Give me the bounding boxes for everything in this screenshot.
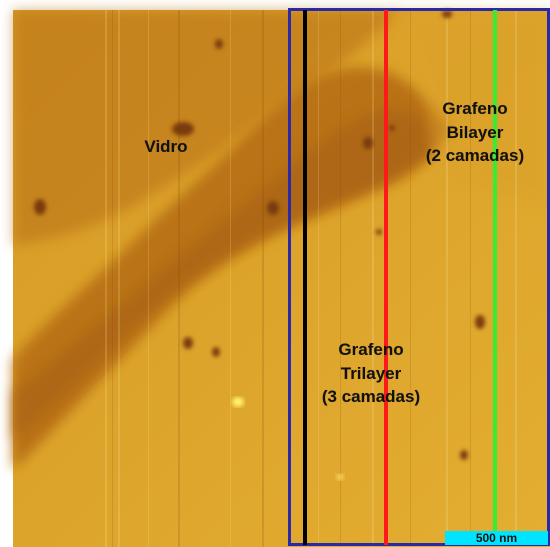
surface-particles bbox=[34, 10, 485, 460]
trilayer-label-line2: Trilayer bbox=[340, 363, 402, 383]
afm-image-area bbox=[13, 10, 550, 547]
glass-label-text: Vidro bbox=[144, 137, 188, 156]
bilayer-label-line2: Bilayer bbox=[446, 122, 504, 142]
bilayer-label: Grafeno Bilayer (2 camadas) bbox=[400, 99, 550, 166]
trilayer-label-line1: Grafeno bbox=[338, 340, 404, 359]
selection-box bbox=[288, 8, 550, 546]
bilayer-label-line1: Grafeno bbox=[442, 99, 508, 118]
trilayer-label-line3: (3 camadas) bbox=[321, 387, 421, 407]
scale-bar bbox=[445, 531, 548, 545]
scan-streaks bbox=[105, 10, 517, 547]
trilayer-label: Grafeno Trilayer (3 camadas) bbox=[296, 340, 446, 407]
glass-label: Vidro bbox=[125, 137, 207, 157]
scale-bar-label: 500 nm bbox=[475, 531, 518, 545]
bilayer-label-line3: (2 camadas) bbox=[425, 146, 525, 166]
